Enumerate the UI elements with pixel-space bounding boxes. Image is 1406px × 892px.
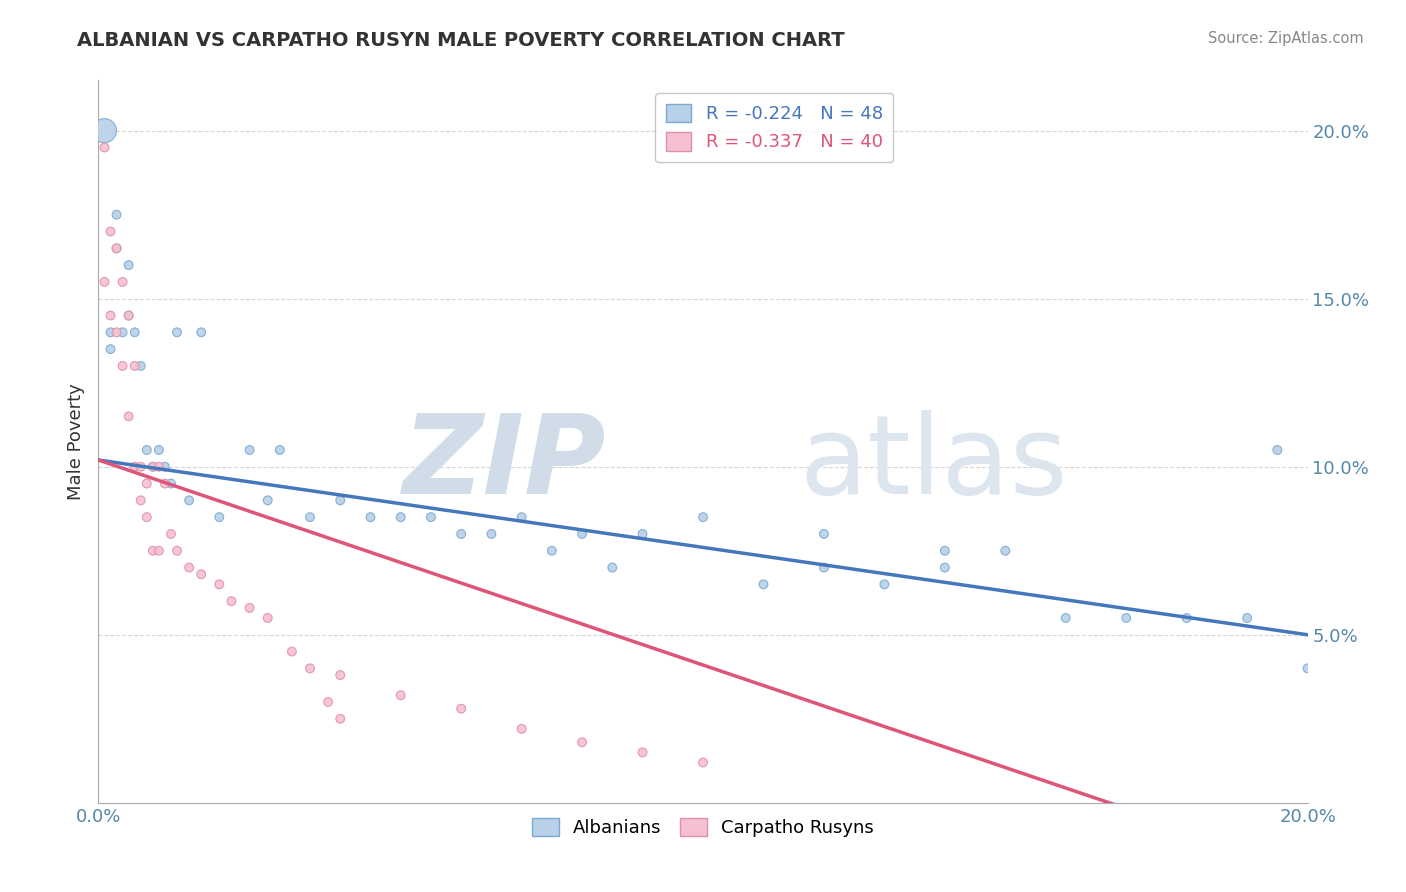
Point (269, 442, 291, 457)
Point (571, 527, 593, 541)
Point (813, 560, 835, 574)
Point (239, 442, 262, 457)
Point (100, 342, 122, 356)
Point (692, 756, 714, 770)
Point (752, 577, 775, 591)
Point (118, 309, 141, 323)
Point (148, 442, 170, 457)
Point (316, 695, 339, 709)
Point (481, 527, 503, 541)
Point (118, 409, 141, 424)
Point (100, 225, 122, 239)
Point (450, 527, 472, 541)
Point (153, 459, 176, 474)
Point (256, 611, 278, 625)
Text: atlas: atlas (800, 409, 1069, 516)
Point (813, 527, 835, 541)
Point (389, 688, 412, 702)
Point (1236, 611, 1258, 625)
Point (105, 208, 128, 222)
Point (1115, 611, 1137, 625)
Point (329, 712, 352, 726)
Point (135, 510, 157, 524)
Point (239, 600, 262, 615)
Legend: Albanians, Carpatho Rusyns: Albanians, Carpatho Rusyns (524, 811, 882, 845)
Point (329, 668, 352, 682)
Point (190, 326, 212, 340)
Point (389, 510, 412, 524)
Point (129, 493, 152, 508)
Point (360, 510, 382, 524)
Point (873, 577, 896, 591)
Point (105, 241, 128, 255)
Point (934, 560, 956, 574)
Point (111, 275, 134, 289)
Point (129, 359, 152, 373)
Point (208, 577, 231, 591)
Point (571, 735, 593, 749)
Point (631, 745, 654, 759)
Text: Source: ZipAtlas.com: Source: ZipAtlas.com (1208, 31, 1364, 46)
Point (934, 543, 956, 558)
Point (179, 493, 201, 508)
Point (100, 326, 122, 340)
Text: ALBANIAN VS CARPATHO RUSYN MALE POVERTY CORRELATION CHART: ALBANIAN VS CARPATHO RUSYN MALE POVERTY … (77, 31, 845, 50)
Point (160, 527, 183, 541)
Point (256, 493, 278, 508)
Point (1175, 611, 1198, 625)
Point (148, 543, 170, 558)
Point (510, 510, 533, 524)
Point (208, 510, 231, 524)
Point (540, 543, 562, 558)
Point (299, 510, 322, 524)
Point (329, 493, 352, 508)
Point (179, 560, 201, 574)
Point (190, 567, 212, 582)
Point (692, 510, 714, 524)
Text: ZIP: ZIP (402, 409, 606, 516)
Point (166, 326, 188, 340)
Point (148, 459, 170, 474)
Point (124, 459, 146, 474)
Point (100, 309, 122, 323)
Point (166, 543, 188, 558)
Point (124, 326, 146, 340)
Point (510, 722, 533, 736)
Point (142, 543, 165, 558)
Point (1054, 611, 1077, 625)
Point (118, 258, 141, 272)
Y-axis label: Male Poverty: Male Poverty (66, 384, 84, 500)
Point (631, 527, 654, 541)
Point (299, 661, 322, 675)
Point (1267, 442, 1289, 457)
Point (111, 326, 134, 340)
Point (602, 560, 624, 574)
Point (160, 476, 183, 491)
Point (93, 124, 115, 138)
Point (124, 359, 146, 373)
Point (135, 476, 157, 491)
Point (93, 140, 115, 154)
Point (105, 326, 128, 340)
Point (1296, 661, 1319, 675)
Point (142, 459, 165, 474)
Point (111, 359, 134, 373)
Point (994, 543, 1017, 558)
Point (281, 644, 304, 658)
Point (221, 594, 243, 608)
Point (93, 275, 115, 289)
Point (135, 442, 157, 457)
Point (153, 476, 176, 491)
Point (142, 459, 165, 474)
Point (105, 241, 128, 255)
Point (129, 459, 152, 474)
Point (420, 510, 443, 524)
Point (118, 309, 141, 323)
Point (450, 702, 472, 716)
